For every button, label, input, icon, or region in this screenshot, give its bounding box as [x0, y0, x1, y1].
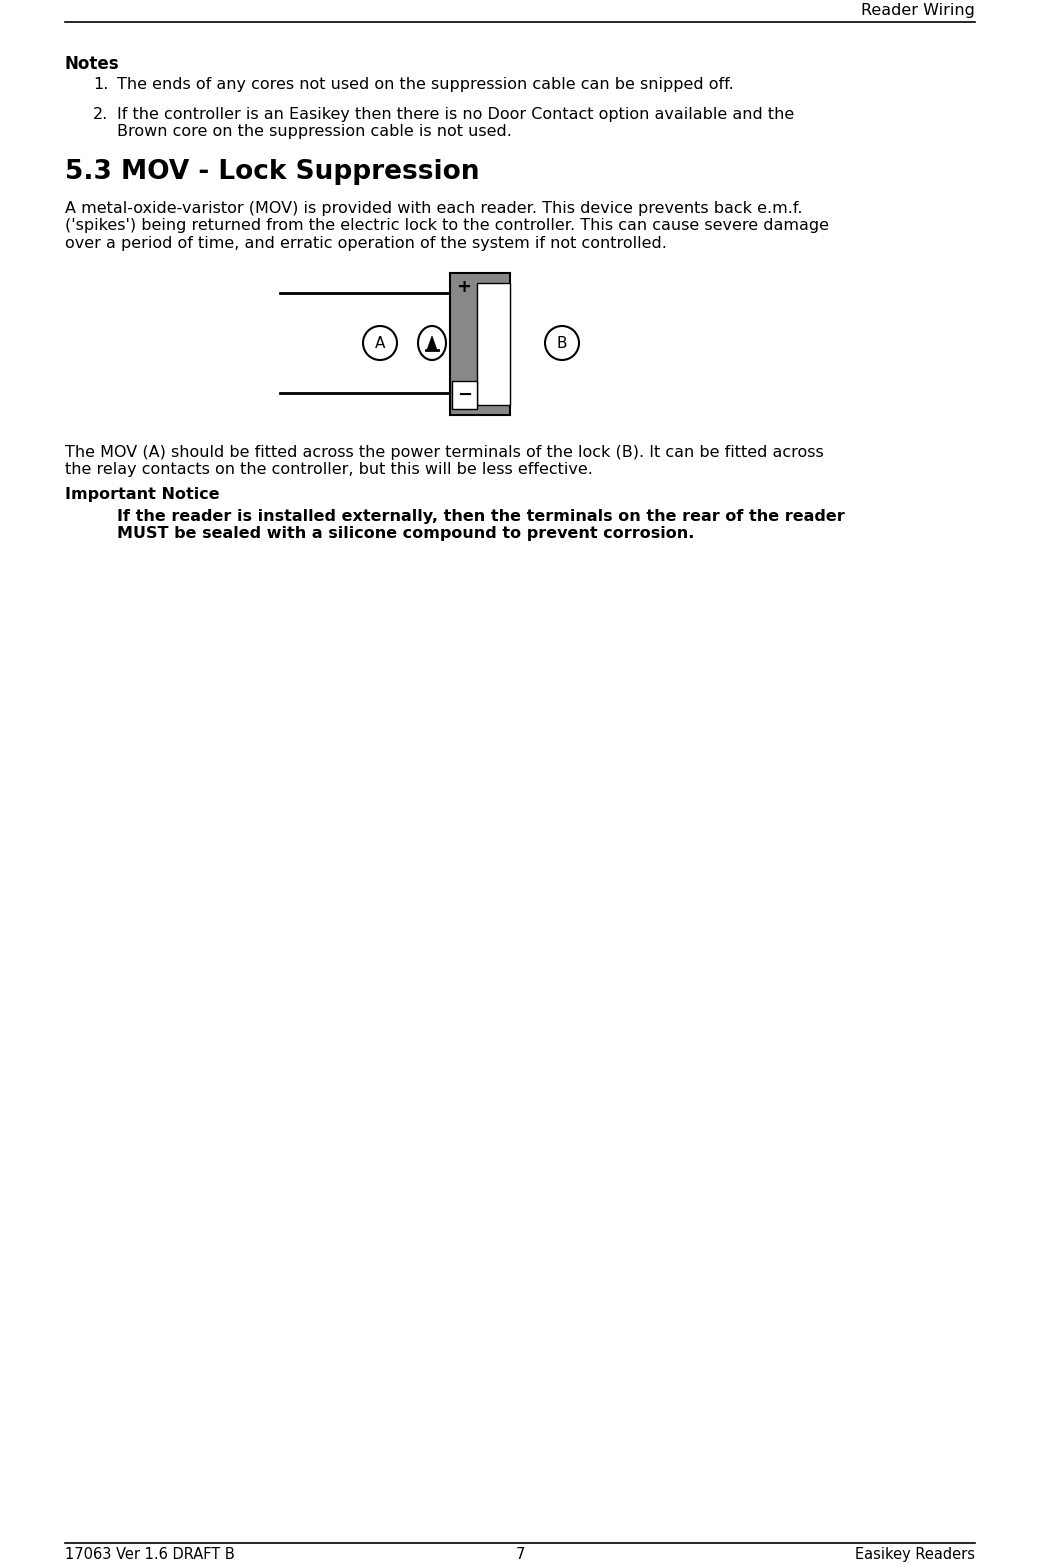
Text: If the reader is installed externally, then the terminals on the rear of the rea: If the reader is installed externally, t…	[116, 509, 844, 542]
Bar	[452, 381, 477, 409]
Text: 7: 7	[515, 1547, 525, 1561]
Bar	[450, 272, 510, 415]
Text: B: B	[556, 335, 567, 351]
Text: If the controller is an Easikey then there is no Door Contact option available a: If the controller is an Easikey then the…	[116, 106, 795, 139]
Text: Notes: Notes	[64, 55, 120, 74]
Text: Reader Wiring: Reader Wiring	[861, 3, 976, 17]
Text: 2.: 2.	[93, 106, 108, 122]
Text: A: A	[374, 335, 385, 351]
Text: 1.: 1.	[93, 77, 108, 92]
Text: The MOV (A) should be fitted across the power terminals of the lock (B). It can : The MOV (A) should be fitted across the …	[64, 445, 824, 478]
Text: 17063 Ver 1.6 DRAFT B: 17063 Ver 1.6 DRAFT B	[64, 1547, 235, 1561]
Text: 5.3 MOV - Lock Suppression: 5.3 MOV - Lock Suppression	[64, 160, 479, 185]
Text: +: +	[456, 279, 471, 296]
Polygon shape	[427, 337, 437, 349]
Bar	[477, 283, 510, 406]
Text: −: −	[457, 385, 472, 404]
Text: Easikey Readers: Easikey Readers	[855, 1547, 976, 1561]
Text: The ends of any cores not used on the suppression cable can be snipped off.: The ends of any cores not used on the su…	[116, 77, 734, 92]
Text: A metal-oxide-varistor (MOV) is provided with each reader. This device prevents : A metal-oxide-varistor (MOV) is provided…	[64, 200, 829, 251]
Text: Important Notice: Important Notice	[64, 487, 219, 503]
